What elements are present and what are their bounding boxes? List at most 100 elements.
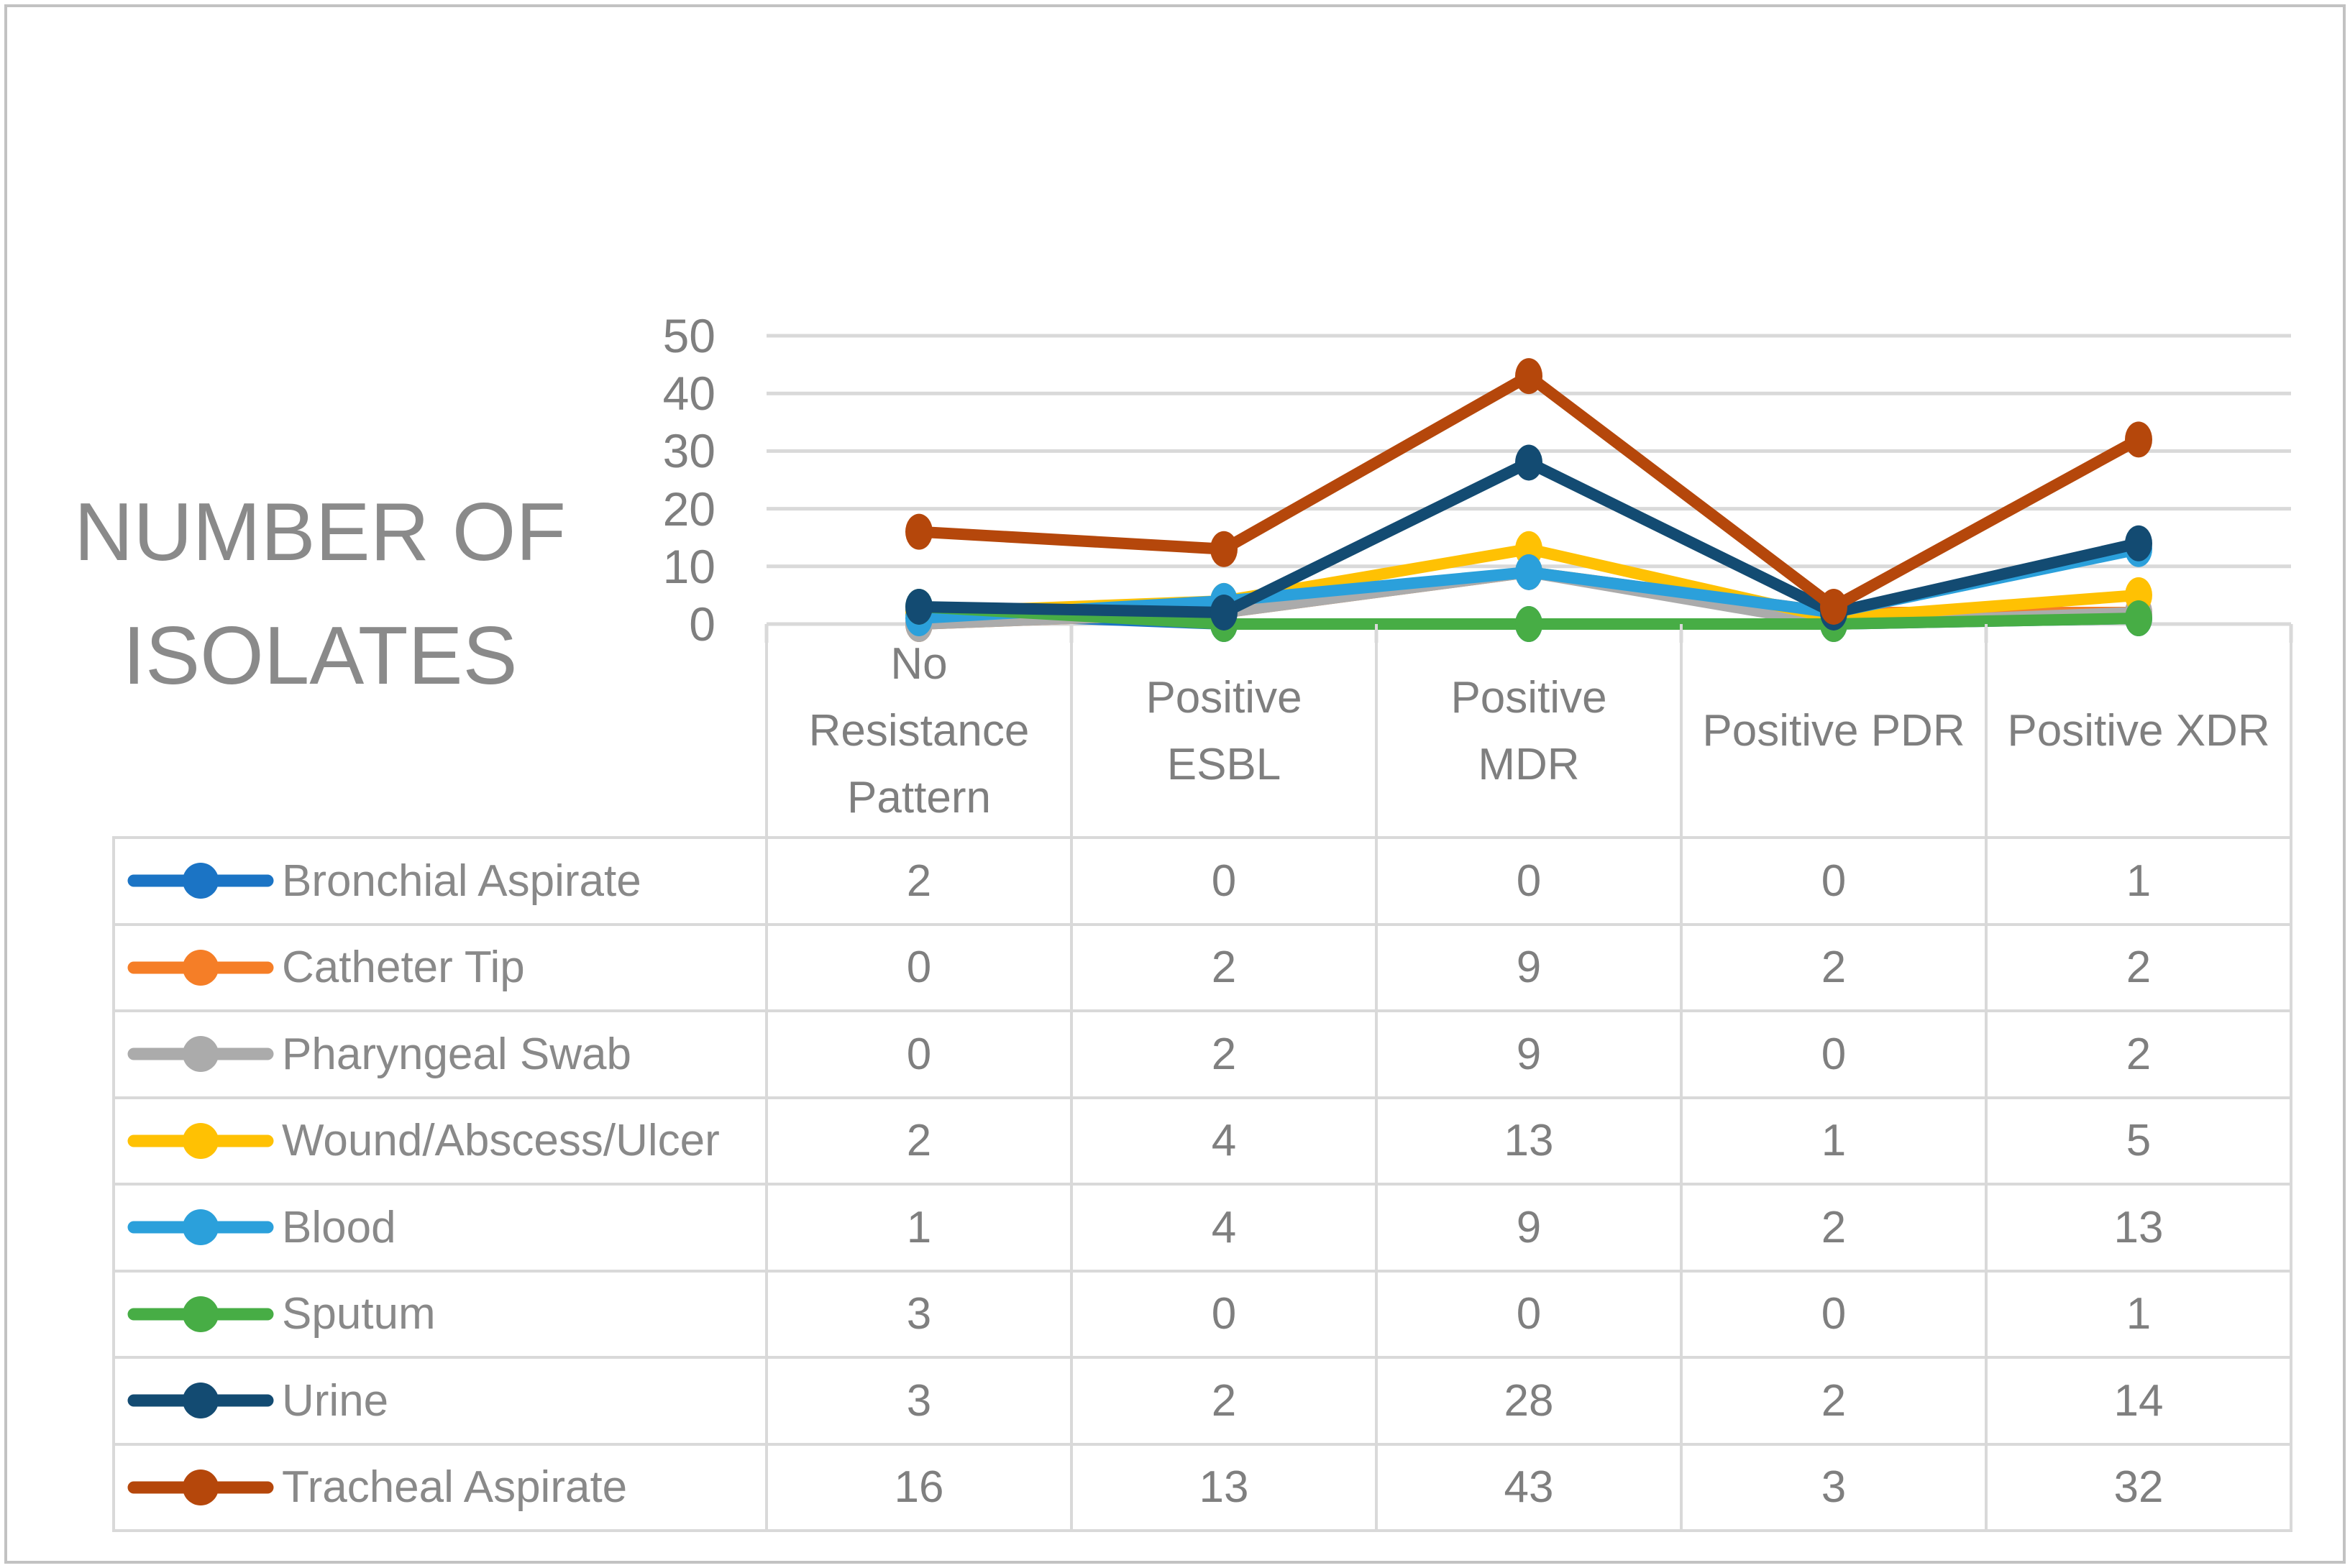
table-value-cell: 2 <box>1821 943 1847 993</box>
legend-series-marker-icon <box>127 863 274 899</box>
table-value-cell: 0 <box>906 943 932 993</box>
category-header-line: No <box>890 639 948 689</box>
data-point-marker <box>1515 358 1542 395</box>
table-horizontal-border-6 <box>112 1356 2292 1359</box>
legend-label: Urine <box>282 1375 389 1426</box>
legend-series-marker-icon <box>127 949 274 986</box>
table-value-cell: 4 <box>1211 1116 1237 1166</box>
data-point-marker <box>1515 554 1542 590</box>
table-vertical-border-4 <box>1985 624 1988 1531</box>
y-axis-title-line1: NUMBER OF <box>74 487 566 578</box>
table-value-cell: 5 <box>2126 1116 2152 1166</box>
legend-cell-sputum: Sputum <box>116 1271 764 1358</box>
category-header: Positive XDR <box>1986 624 2291 838</box>
table-value-cell: 2 <box>1821 1202 1847 1252</box>
table-value-cell: 43 <box>1504 1462 1554 1513</box>
y-axis-tick-label: 10 <box>662 539 715 593</box>
table-value-cell: 9 <box>1516 943 1542 993</box>
legend-cell-tracheal-aspirate: Tracheal Aspirate <box>116 1444 764 1531</box>
table-value-cell: 1 <box>2126 1289 2152 1339</box>
table-value-cell: 16 <box>894 1462 944 1513</box>
category-header: Positive PDR <box>1681 624 1986 838</box>
table-value-cell: 2 <box>1211 1029 1237 1079</box>
legend-series-marker-icon <box>127 1122 274 1159</box>
table-value-cell: 13 <box>2113 1202 2164 1252</box>
legend-label: Catheter Tip <box>282 943 525 993</box>
legend-cell-bronchial-aspirate: Bronchial Aspirate <box>116 838 764 925</box>
legend-cell-blood: Blood <box>116 1184 764 1271</box>
table-value-cell: 28 <box>1504 1375 1554 1426</box>
data-point-marker <box>1515 606 1542 642</box>
table-value-cell: 13 <box>1504 1116 1554 1166</box>
table-value-cell: 2 <box>1821 1375 1847 1426</box>
legend-label: Tracheal Aspirate <box>282 1462 628 1513</box>
legend-cell-wound-abscess-ulcer: Wound/Abscess/Ulcer <box>116 1098 764 1185</box>
table-horizontal-border-7 <box>112 1442 2292 1446</box>
table-value-cell: 32 <box>2113 1462 2164 1513</box>
y-axis-title-line2: ISOLATES <box>122 610 518 702</box>
y-axis-tick-label: 50 <box>662 309 715 362</box>
table-value-cell: 1 <box>2126 856 2152 906</box>
data-point-marker <box>1210 594 1238 631</box>
legend-series-marker-icon <box>127 1036 274 1073</box>
category-header-line: Pattern <box>847 773 991 822</box>
data-point-marker <box>2125 600 2152 636</box>
table-value-cell: 2 <box>2126 943 2152 993</box>
table-horizontal-border-3 <box>112 1096 2292 1099</box>
table-value-cell: 14 <box>2113 1375 2164 1426</box>
table-value-cell: 2 <box>1211 943 1237 993</box>
legend-cell-pharyngeal-swab: Pharyngeal Swab <box>116 1011 764 1098</box>
category-header-line: ESBL <box>1166 739 1281 789</box>
table-value-cell: 3 <box>1821 1462 1847 1513</box>
table-vertical-border-5 <box>2290 624 2292 1531</box>
category-header-line: Resistance <box>808 706 1030 756</box>
category-header: Positive ESBL <box>1071 624 1376 838</box>
category-header-line: Positive PDR <box>1702 706 1965 756</box>
table-value-cell: 9 <box>1516 1029 1542 1079</box>
table-value-cell: 0 <box>1516 1289 1542 1339</box>
table-value-cell: 1 <box>906 1202 932 1252</box>
table-value-cell: 0 <box>1211 1289 1237 1339</box>
table-horizontal-border-1 <box>112 922 2292 926</box>
table-value-cell: 3 <box>906 1289 932 1339</box>
table-vertical-border-1 <box>1070 624 1073 1531</box>
table-value-cell: 13 <box>1199 1462 1249 1513</box>
category-header: No Resistance Pattern <box>767 624 1071 838</box>
table-horizontal-border-4 <box>112 1183 2292 1186</box>
table-vertical-border-0 <box>765 624 768 1531</box>
table-value-cell: 0 <box>1821 1289 1847 1339</box>
table-value-cell: 0 <box>906 1029 932 1079</box>
legend-label: Wound/Abscess/Ulcer <box>282 1116 720 1166</box>
y-axis-title: NUMBER OF ISOLATES <box>22 471 618 718</box>
y-axis-tick-label: 40 <box>662 367 715 421</box>
y-axis-tick-label: 30 <box>662 424 715 478</box>
legend-series-marker-icon <box>127 1383 274 1419</box>
table-horizontal-border-2 <box>112 1009 2292 1012</box>
table-value-cell: 2 <box>906 856 932 906</box>
table-horizontal-border-8 <box>112 1529 2292 1532</box>
data-point-marker <box>1820 588 1847 625</box>
y-axis-tick-label: 0 <box>689 597 715 651</box>
table-value-cell: 9 <box>1516 1202 1542 1252</box>
data-point-marker <box>905 588 933 625</box>
y-axis-tick-label: 20 <box>662 482 715 536</box>
category-header-line: Positive <box>1450 672 1607 723</box>
category-header-line: Positive <box>1146 672 1302 723</box>
table-value-cell: 2 <box>1211 1375 1237 1426</box>
table-value-cell: 2 <box>2126 1029 2152 1079</box>
table-horizontal-border-5 <box>112 1269 2292 1273</box>
table-value-cell: 0 <box>1821 856 1847 906</box>
table-vertical-border-3 <box>1680 624 1683 1531</box>
data-point-marker <box>1210 531 1238 567</box>
legend-cell-catheter-tip: Catheter Tip <box>116 925 764 1012</box>
table-value-cell: 3 <box>906 1375 932 1426</box>
legend-label: Blood <box>282 1202 396 1252</box>
data-point-marker <box>1515 444 1542 481</box>
table-vertical-border-2 <box>1375 624 1378 1531</box>
legend-series-marker-icon <box>127 1469 274 1505</box>
table-value-cell: 4 <box>1211 1202 1237 1252</box>
table-value-cell: 2 <box>906 1116 932 1166</box>
data-point-marker <box>2125 525 2152 561</box>
